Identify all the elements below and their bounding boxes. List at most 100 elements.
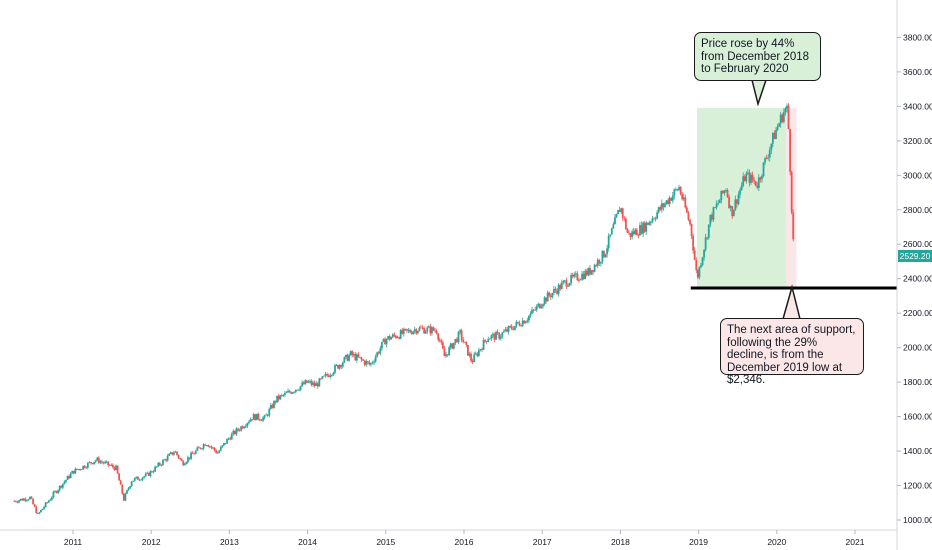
candle-body <box>182 461 185 466</box>
candle-body <box>499 336 502 339</box>
candle-body <box>725 190 727 191</box>
candle-body <box>143 476 146 478</box>
candle-body <box>194 450 197 454</box>
candle-body <box>764 158 766 163</box>
candle-body <box>387 336 390 340</box>
candle-body <box>201 448 203 450</box>
candle-body <box>567 285 569 287</box>
candle-body <box>340 364 343 367</box>
candle-body <box>366 361 369 363</box>
candle-body <box>235 428 238 435</box>
candle-body <box>513 325 516 330</box>
candle-body <box>183 463 186 466</box>
candle-body <box>579 279 582 281</box>
candle-body <box>496 331 499 333</box>
candle-body <box>271 405 274 408</box>
candle-body <box>762 162 765 177</box>
candle-body <box>237 428 239 431</box>
candle-body <box>298 389 300 391</box>
candle-body <box>352 354 355 356</box>
candle-body <box>330 374 333 376</box>
candle-body <box>673 189 676 196</box>
candle-body <box>481 349 483 351</box>
candle-body <box>648 222 651 225</box>
candle-body <box>111 464 114 468</box>
candle-body <box>689 219 691 225</box>
candle-body <box>374 356 377 362</box>
candle-body <box>110 464 113 466</box>
candle-body <box>593 264 596 272</box>
candle-body <box>307 381 310 383</box>
candle-body <box>620 208 623 212</box>
y-tick-label: 2600.00 <box>903 239 932 249</box>
y-tick-label: 2200.00 <box>903 308 932 318</box>
candle-body <box>770 143 773 151</box>
candle-body <box>316 383 319 387</box>
candle-body <box>226 439 228 444</box>
candle-body <box>456 338 458 343</box>
candle-body <box>393 334 396 336</box>
candle-body <box>467 344 469 356</box>
candle-body <box>498 332 501 339</box>
candle-body <box>216 452 219 454</box>
candle-body <box>113 467 116 471</box>
candle-body <box>399 330 402 339</box>
candle-body <box>563 280 566 282</box>
candle-body <box>49 499 52 501</box>
candle-body <box>784 108 787 112</box>
candle-body <box>565 280 568 287</box>
candle-body <box>166 455 169 461</box>
candle-body <box>321 376 324 379</box>
candle-body <box>157 463 160 467</box>
candle-body <box>521 320 524 327</box>
candle-body <box>365 361 368 365</box>
candle-body <box>790 171 793 213</box>
candle-body <box>302 382 305 385</box>
candle-body <box>379 348 382 354</box>
candle-body <box>485 341 488 343</box>
candle-body <box>406 328 408 331</box>
candle-body <box>280 394 283 396</box>
candle-body <box>382 338 385 342</box>
candle-body <box>684 197 687 208</box>
candle-body <box>93 461 96 464</box>
candle-body <box>792 212 795 240</box>
candle-body <box>71 470 74 474</box>
candle-body <box>756 185 759 188</box>
candle-body <box>395 335 397 338</box>
y-tick-label: 3000.00 <box>903 170 932 180</box>
candle-body <box>60 485 63 488</box>
candle-body <box>76 468 78 470</box>
candle-body <box>19 498 22 501</box>
candle-body <box>645 222 648 232</box>
candle-body <box>218 450 221 454</box>
candle-body <box>132 480 135 482</box>
candle-body <box>362 359 365 361</box>
candle-body <box>551 293 554 298</box>
y-tick-label: 3800.00 <box>903 32 932 42</box>
candle-body <box>679 187 682 195</box>
candle-body <box>15 501 17 502</box>
candle-body <box>659 207 662 210</box>
candle-body <box>542 304 544 307</box>
candle-body <box>736 199 738 204</box>
candle-body <box>248 421 250 424</box>
candle-body <box>147 472 150 476</box>
candle-body <box>412 331 415 334</box>
candle-body <box>301 382 304 386</box>
candle-body <box>642 222 644 234</box>
candle-body <box>449 343 452 348</box>
candle-body <box>643 222 646 232</box>
candle-body <box>618 210 621 212</box>
candle-body <box>282 394 285 396</box>
candle-body <box>531 309 533 314</box>
candle-body <box>545 297 548 302</box>
candle-body <box>653 218 655 220</box>
candle-body <box>492 333 494 336</box>
candle-body <box>104 461 106 464</box>
candle-body <box>152 471 155 473</box>
candle-body <box>238 430 241 432</box>
candle-body <box>332 372 335 375</box>
candle-body <box>459 330 461 333</box>
x-tick-label: 2013 <box>220 537 239 547</box>
